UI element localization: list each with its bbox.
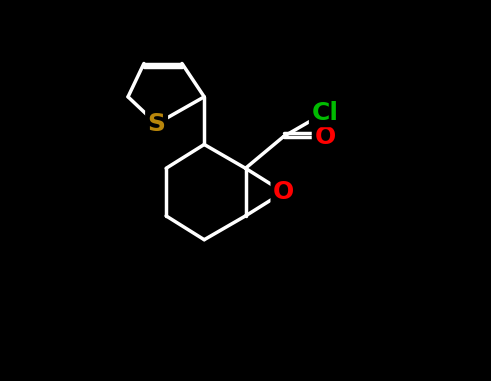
Text: S: S [148,112,165,136]
Text: O: O [314,125,335,149]
Text: O: O [273,180,294,204]
Text: Cl: Cl [311,101,338,125]
